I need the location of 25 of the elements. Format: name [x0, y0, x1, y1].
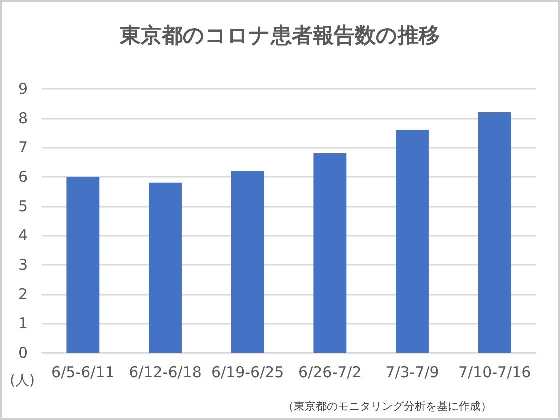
y-tick-label: 1 [18, 314, 28, 333]
x-tick-label: 7/10-7/16 [458, 364, 532, 382]
y-tick-label: 6 [18, 168, 28, 186]
y-axis-title: (人) [10, 373, 35, 389]
y-tick-label: 4 [18, 226, 28, 245]
x-tick-label: 6/26-7/2 [298, 364, 362, 382]
y-tick-label: 2 [18, 285, 28, 304]
y-tick-label: 9 [18, 80, 28, 98]
y-tick-label: 5 [18, 197, 28, 216]
y-tick-label: 0 [18, 344, 28, 362]
bar [478, 112, 512, 353]
bar [231, 171, 264, 353]
x-tick-label: 6/5-6/11 [52, 364, 115, 382]
x-tick-label: 6/12-6/18 [129, 364, 202, 382]
bar [396, 130, 429, 353]
y-tick-label: 3 [18, 256, 28, 274]
x-tick-label: 6/19-6/25 [211, 364, 284, 382]
chart-title: 東京都のコロナ患者報告数の推移 [119, 24, 440, 48]
y-tick-label: 7 [18, 138, 28, 157]
y-tick-label: 8 [18, 109, 28, 128]
bar [66, 177, 100, 353]
bar [314, 154, 347, 353]
bar [149, 182, 182, 353]
text: （東京都のモニタリング分析を基に作成） [283, 400, 492, 413]
x-tick-label: 7/3-7/9 [386, 364, 440, 382]
